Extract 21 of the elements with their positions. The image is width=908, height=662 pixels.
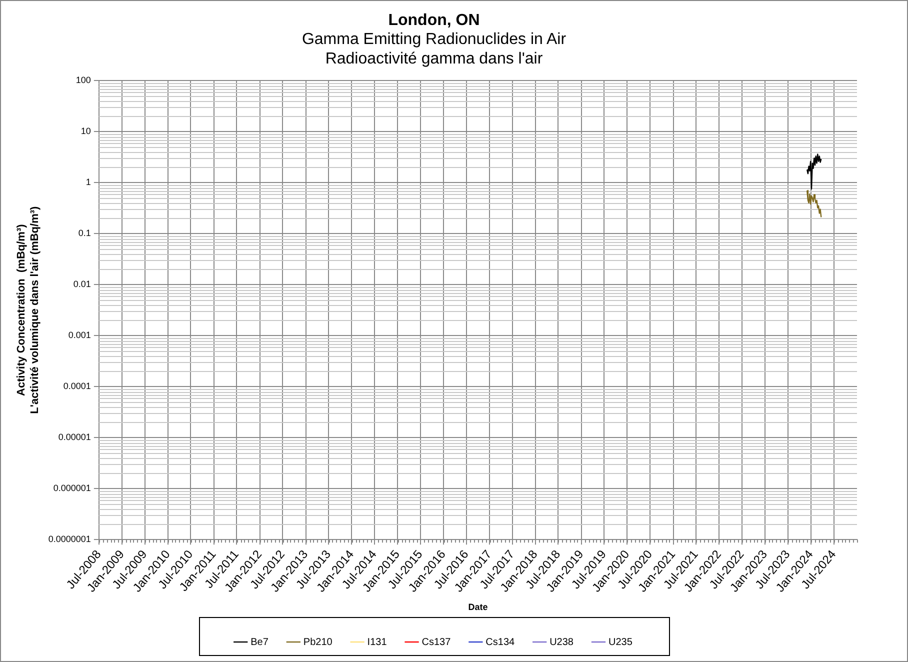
y-tick-label: 0.001 — [68, 330, 91, 340]
legend-label: U238 — [550, 636, 574, 648]
y-tick-label: 100 — [76, 75, 91, 86]
legend-label: U235 — [608, 636, 633, 648]
legend-label: Cs134 — [486, 636, 516, 648]
legend-label: Be7 — [250, 636, 269, 648]
y-tick-label: 0.0000001 — [48, 534, 91, 544]
y-tick-label: 1 — [86, 177, 91, 188]
legend-label: Pb210 — [303, 636, 333, 648]
y-tick-label: 10 — [80, 126, 91, 136]
legend-label: I131 — [367, 636, 388, 648]
y-tick-label: 0.01 — [73, 279, 91, 290]
y-tick-label: 0.0001 — [63, 381, 91, 392]
y-axis-title: Activity Concentration (mBq/m³) L'activité volumique dans l'air (mBq/m³) — [16, 206, 41, 414]
y-tick-label: 0.00001 — [58, 432, 91, 442]
chart-title: London, ON — [388, 12, 480, 30]
legend-label: Cs137 — [422, 636, 452, 648]
x-axis-title: Date — [468, 602, 488, 612]
y-tick-label: 0.000001 — [53, 483, 91, 494]
chart-subtitle: Gamma Emitting Radionuclides in Air Radioactivité gamma dans l'air — [302, 31, 567, 68]
y-tick-label: 0.1 — [78, 228, 91, 238]
